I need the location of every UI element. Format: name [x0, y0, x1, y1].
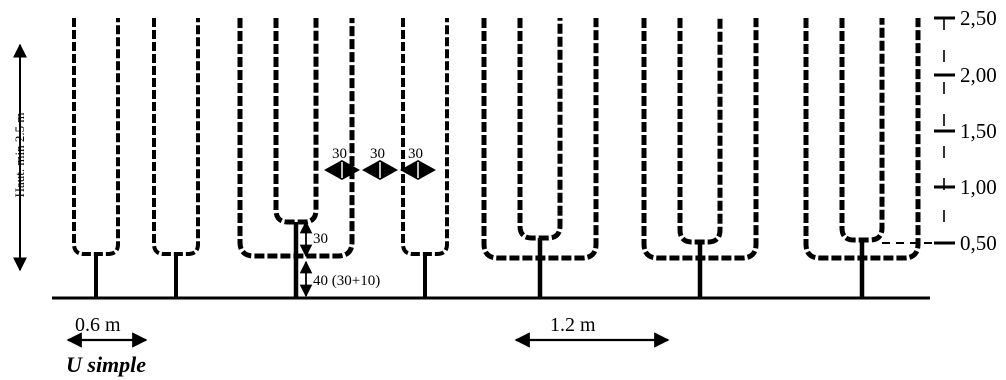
width-simple-label: 0.6 m — [75, 314, 121, 336]
scale-tick-label: 0,50 — [960, 231, 997, 255]
width-double-label: 1.2 m — [550, 314, 596, 336]
inner-arms — [517, 18, 563, 241]
inner-arms — [677, 18, 723, 245]
spacing-label: 30 — [370, 146, 385, 162]
double-u-tree — [641, 18, 759, 298]
outer-arms — [803, 18, 921, 261]
tree-group — [72, 18, 921, 298]
outer-arms — [481, 18, 599, 261]
inner-arms — [839, 18, 885, 243]
scale-tick-label: 2,00 — [960, 63, 997, 87]
outer-arms — [641, 18, 759, 261]
double-u-tree — [803, 18, 921, 298]
tree-branches — [152, 18, 200, 256]
double-u-tree — [481, 18, 599, 298]
spacing-label: 30 — [332, 146, 347, 162]
spacing-markers: 30 30 30 — [324, 146, 436, 180]
height-scale: 2,50 2,00 1,50 1,00 0,50 — [934, 6, 997, 255]
trunk-height-label: 40 (30+10) — [313, 273, 380, 289]
scale-tick-label: 1,00 — [960, 175, 997, 199]
caption: U simple — [66, 352, 146, 377]
tree-branches — [401, 18, 449, 256]
simple-u-tree — [401, 18, 449, 298]
double-u-tree — [237, 18, 355, 298]
outer-arms — [237, 18, 355, 259]
spacing-label: 30 — [408, 146, 423, 162]
height-label: Haut. min 2.5 m — [12, 113, 27, 198]
scale-tick-label: 2,50 — [960, 6, 997, 30]
inner-arms — [273, 18, 319, 225]
simple-u-tree — [72, 18, 120, 298]
tree-branches — [72, 18, 120, 256]
simple-u-tree — [152, 18, 200, 298]
scale-tick-label: 1,50 — [960, 119, 997, 143]
arm-height-label: 30 — [313, 231, 328, 247]
